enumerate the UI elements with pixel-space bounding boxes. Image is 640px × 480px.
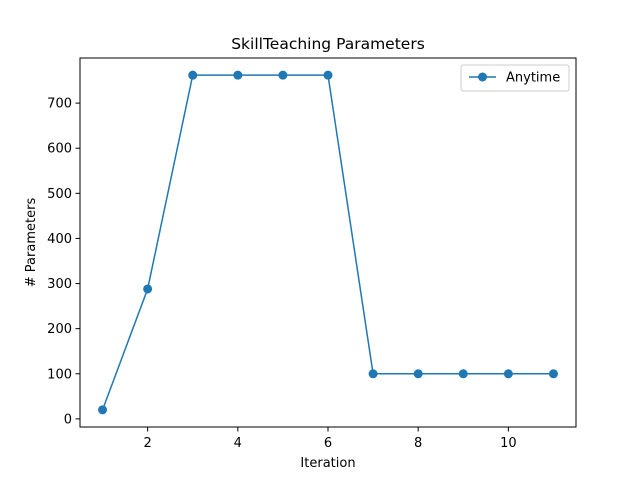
- x-tick-label: 8: [414, 436, 422, 451]
- data-point: [458, 369, 468, 379]
- x-tick-label: 10: [500, 436, 517, 451]
- legend-label: Anytime: [506, 71, 560, 86]
- data-point: [503, 369, 513, 379]
- series-layer: [98, 70, 558, 415]
- chart-title: SkillTeaching Parameters: [231, 35, 425, 53]
- data-point: [278, 70, 288, 80]
- legend-box: [460, 64, 570, 92]
- y-tick-label: 400: [47, 232, 72, 247]
- y-tick-label: 600: [47, 142, 72, 157]
- y-tick-label: 100: [47, 367, 72, 382]
- data-point: [188, 70, 198, 80]
- legend: Anytime: [460, 64, 570, 92]
- x-axis-label: Iteration: [300, 456, 355, 471]
- y-tick-label: 0: [64, 412, 72, 427]
- data-point: [548, 369, 558, 379]
- legend-swatch-marker: [478, 72, 487, 82]
- data-point: [143, 284, 153, 294]
- data-point: [233, 70, 243, 80]
- y-tick-label: 200: [47, 322, 72, 337]
- data-point: [323, 70, 333, 80]
- data-point: [413, 369, 423, 379]
- y-tick-label: 700: [47, 97, 72, 112]
- data-point: [368, 369, 378, 379]
- y-axis-label: # Parameters: [24, 198, 39, 288]
- y-tick-label: 500: [47, 187, 72, 202]
- data-point: [98, 405, 108, 415]
- plot-frame: [79, 57, 577, 428]
- x-tick-label: 6: [324, 436, 332, 451]
- y-axis-ticks: 0 100 200 300 400 500 600 700: [47, 97, 80, 427]
- x-axis-ticks: 2 4 6 8 10: [143, 427, 517, 451]
- y-tick-label: 300: [47, 277, 72, 292]
- x-tick-label: 2: [143, 436, 151, 451]
- x-tick-label: 4: [234, 436, 242, 451]
- plot-area: [80, 58, 576, 427]
